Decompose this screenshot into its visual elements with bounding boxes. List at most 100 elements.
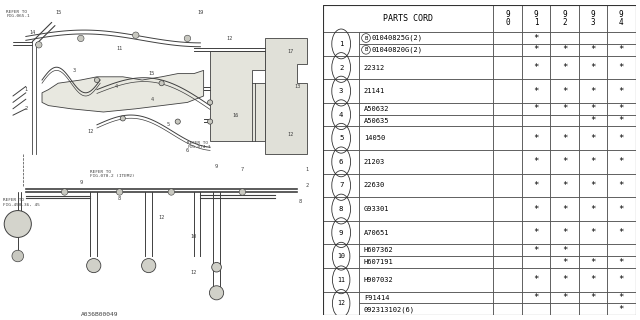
Text: *: * xyxy=(619,45,624,54)
Text: A70651: A70651 xyxy=(364,230,389,236)
Bar xyxy=(493,197,522,221)
Text: 15: 15 xyxy=(148,71,155,76)
Bar xyxy=(550,79,579,103)
Bar xyxy=(522,221,550,244)
Text: 14: 14 xyxy=(29,29,35,35)
Text: 9: 9 xyxy=(79,180,83,185)
Text: *: * xyxy=(562,293,567,302)
Text: 22312: 22312 xyxy=(364,65,385,70)
Text: G93301: G93301 xyxy=(364,206,389,212)
Text: A50635: A50635 xyxy=(364,117,389,124)
Text: *: * xyxy=(562,181,567,190)
Circle shape xyxy=(207,119,212,124)
Text: 21141: 21141 xyxy=(364,88,385,94)
Circle shape xyxy=(175,119,180,124)
Text: *: * xyxy=(562,157,567,166)
Bar xyxy=(550,197,579,221)
Bar xyxy=(493,103,522,115)
Text: H907032: H907032 xyxy=(364,277,394,283)
Text: *: * xyxy=(533,87,539,96)
Text: 15: 15 xyxy=(55,10,61,15)
Text: *: * xyxy=(619,258,624,267)
Text: F91414: F91414 xyxy=(364,294,389,300)
Bar xyxy=(550,221,579,244)
Bar xyxy=(323,292,359,315)
Circle shape xyxy=(159,81,164,86)
Circle shape xyxy=(120,116,125,121)
Bar xyxy=(550,292,579,303)
Text: 2: 2 xyxy=(339,65,343,70)
Bar xyxy=(607,221,636,244)
Bar xyxy=(493,44,522,56)
Bar xyxy=(607,5,636,32)
Text: *: * xyxy=(619,104,624,113)
Bar xyxy=(359,292,493,303)
Text: 14050: 14050 xyxy=(364,135,385,141)
Text: *: * xyxy=(533,228,539,237)
Text: *: * xyxy=(619,275,624,284)
Bar xyxy=(579,115,607,126)
Text: *: * xyxy=(619,157,624,166)
Text: *: * xyxy=(590,134,596,143)
Bar xyxy=(607,79,636,103)
Text: 9
0: 9 0 xyxy=(506,10,510,27)
Text: *: * xyxy=(533,204,539,213)
Bar xyxy=(323,150,359,174)
Text: 11: 11 xyxy=(337,277,345,283)
Text: 9: 9 xyxy=(215,164,218,169)
Text: 8: 8 xyxy=(299,199,302,204)
Bar xyxy=(607,292,636,303)
Bar xyxy=(579,221,607,244)
Bar xyxy=(607,126,636,150)
Bar xyxy=(359,303,493,315)
Text: 21203: 21203 xyxy=(364,159,385,165)
Text: 4: 4 xyxy=(339,112,343,118)
Bar xyxy=(493,244,522,256)
Text: *: * xyxy=(590,157,596,166)
Bar xyxy=(607,303,636,315)
Text: 8: 8 xyxy=(118,196,121,201)
Text: 6: 6 xyxy=(339,159,343,165)
Bar xyxy=(607,174,636,197)
Text: *: * xyxy=(619,204,624,213)
Bar xyxy=(579,5,607,32)
Circle shape xyxy=(212,262,221,272)
Circle shape xyxy=(116,189,123,195)
Text: *: * xyxy=(590,45,596,54)
Bar xyxy=(550,244,579,256)
Bar xyxy=(550,56,579,79)
Text: 7: 7 xyxy=(241,167,244,172)
Circle shape xyxy=(184,35,191,42)
Circle shape xyxy=(141,259,156,273)
Text: REFER TO
FIG.074-1: REFER TO FIG.074-1 xyxy=(188,141,211,149)
Bar xyxy=(550,150,579,174)
Bar xyxy=(522,303,550,315)
Text: 5: 5 xyxy=(166,122,170,127)
Bar xyxy=(607,115,636,126)
Text: REFER TO
FIG.070-2 (ITEM2): REFER TO FIG.070-2 (ITEM2) xyxy=(90,170,135,178)
Text: 12: 12 xyxy=(227,36,232,41)
Text: 22630: 22630 xyxy=(364,182,385,188)
Polygon shape xyxy=(42,70,204,112)
Text: *: * xyxy=(590,204,596,213)
Bar xyxy=(550,256,579,268)
Bar xyxy=(323,174,359,197)
Bar xyxy=(493,79,522,103)
Text: A036B00049: A036B00049 xyxy=(81,312,118,317)
Bar xyxy=(550,126,579,150)
Text: 3: 3 xyxy=(339,88,343,94)
Bar xyxy=(493,150,522,174)
Circle shape xyxy=(12,250,24,262)
Text: *: * xyxy=(562,275,567,284)
Bar xyxy=(323,79,359,103)
Bar xyxy=(579,268,607,292)
Text: H607191: H607191 xyxy=(364,259,394,265)
Text: 12: 12 xyxy=(191,269,197,275)
Bar xyxy=(522,150,550,174)
Bar xyxy=(359,256,493,268)
Text: *: * xyxy=(562,246,567,255)
Text: *: * xyxy=(562,204,567,213)
Text: B: B xyxy=(364,47,367,52)
Text: 8: 8 xyxy=(339,206,343,212)
Text: 6: 6 xyxy=(186,148,189,153)
